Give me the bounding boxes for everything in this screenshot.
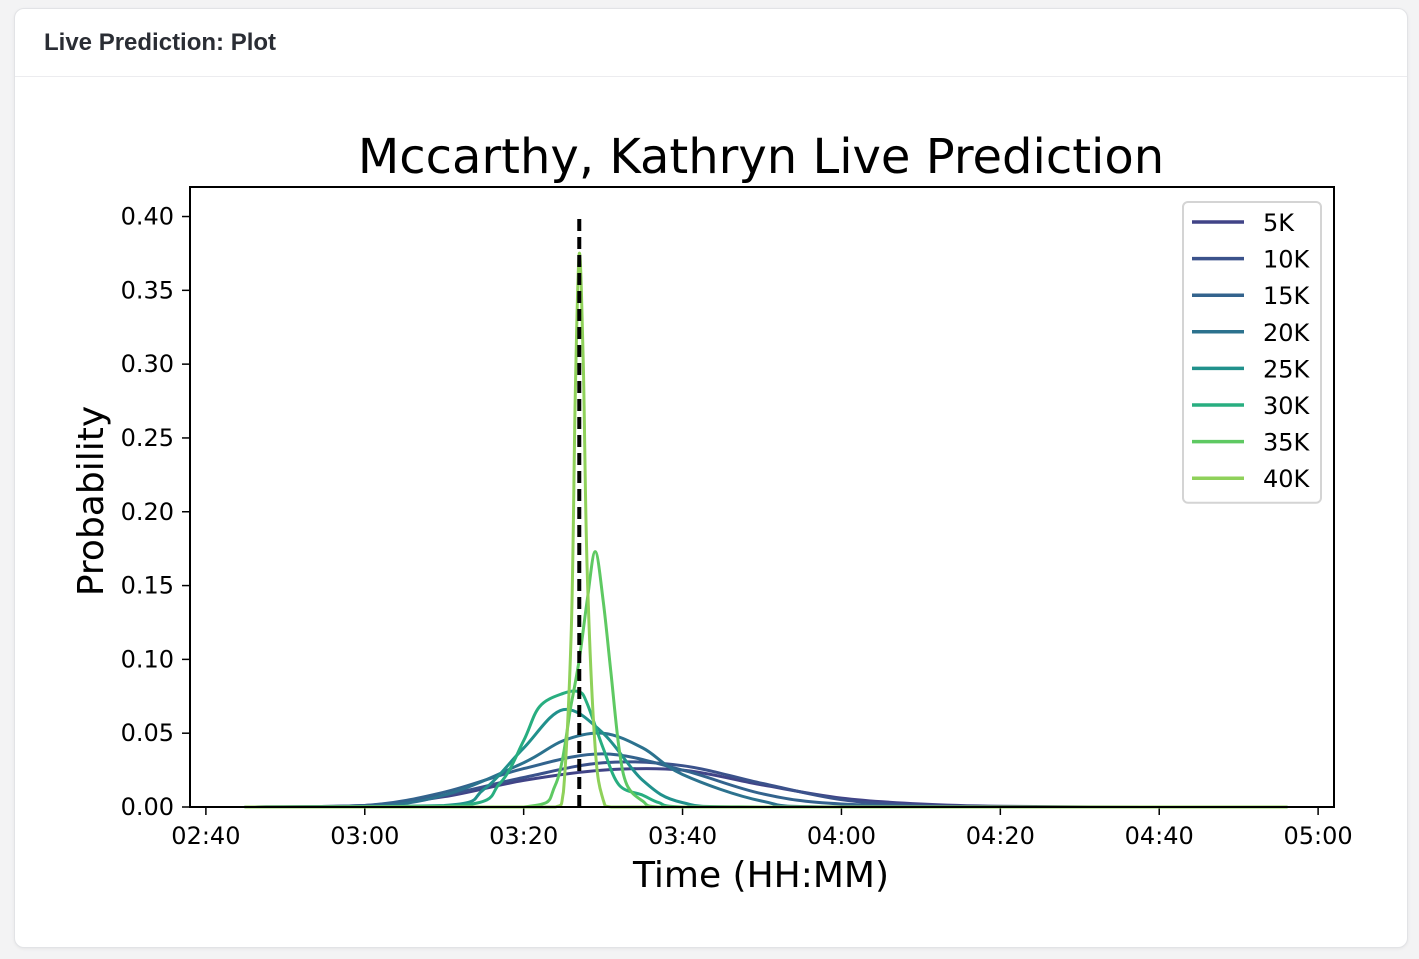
legend-label: 40K xyxy=(1263,465,1311,493)
x-tick-label: 03:40 xyxy=(648,822,717,850)
x-tick-label: 03:00 xyxy=(330,822,399,850)
y-tick-label: 0.05 xyxy=(121,719,174,747)
series-line-15k xyxy=(244,752,1288,809)
legend-label: 20K xyxy=(1263,319,1311,347)
series-line-40k xyxy=(244,251,1288,809)
y-tick-label: 0.00 xyxy=(121,793,174,821)
legend-label: 15K xyxy=(1263,282,1311,310)
legend-label: 10K xyxy=(1263,246,1311,274)
x-tick-label: 03:20 xyxy=(489,822,558,850)
x-tick-label: 05:00 xyxy=(1284,822,1353,850)
card-title: Live Prediction: Plot xyxy=(44,28,277,56)
legend-label: 30K xyxy=(1263,392,1311,420)
legend-label: 35K xyxy=(1263,429,1311,457)
legend-label: 5K xyxy=(1263,209,1295,237)
legend-box xyxy=(1182,201,1322,504)
x-tick-label: 04:40 xyxy=(1125,822,1194,850)
card-header: Live Prediction: Plot xyxy=(15,9,1407,77)
y-tick-label: 0.40 xyxy=(121,203,174,231)
y-tick-label: 0.10 xyxy=(121,645,174,673)
axes-frame xyxy=(189,186,1335,808)
y-axis-label: Probability xyxy=(71,406,112,596)
y-tick-label: 0.30 xyxy=(121,350,174,378)
x-tick-label: 04:20 xyxy=(966,822,1035,850)
x-tick-label: 02:40 xyxy=(171,822,240,850)
y-tick-label: 0.25 xyxy=(121,424,174,452)
plot-card: Live Prediction: Plot Mccarthy, Kathryn … xyxy=(14,8,1408,948)
x-axis-label: Time (HH:MM) xyxy=(632,855,889,896)
x-tick-label: 04:00 xyxy=(807,822,876,850)
series-line-35k xyxy=(244,550,1288,809)
y-tick-label: 0.15 xyxy=(121,572,174,600)
chart-title: Mccarthy, Kathryn Live Prediction xyxy=(358,129,1164,185)
y-tick-label: 0.20 xyxy=(121,498,174,526)
y-tick-label: 0.35 xyxy=(121,276,174,304)
series-line-25k xyxy=(244,707,1288,809)
legend-label: 25K xyxy=(1263,355,1311,383)
series-line-30k xyxy=(244,689,1288,809)
